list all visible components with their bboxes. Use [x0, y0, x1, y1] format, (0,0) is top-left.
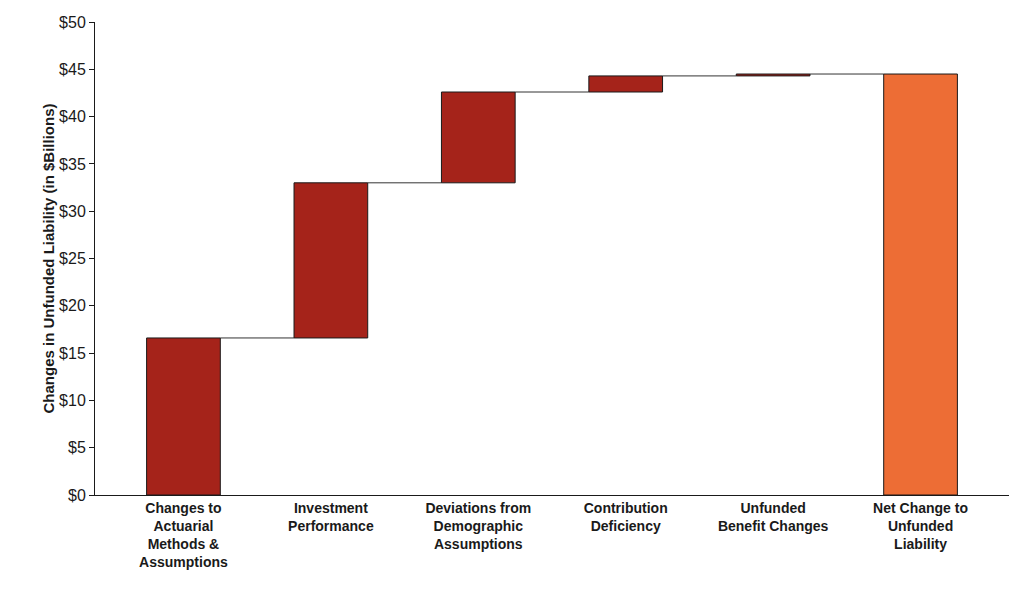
svg-text:$30: $30	[59, 203, 86, 220]
svg-text:Net Change toUnfundedLiability: Net Change toUnfundedLiability	[873, 500, 968, 552]
svg-text:$10: $10	[59, 392, 86, 409]
svg-text:$0: $0	[68, 487, 86, 504]
svg-text:$45: $45	[59, 61, 86, 78]
svg-text:Changes toActuarialMethods &As: Changes toActuarialMethods &Assumptions	[139, 500, 228, 571]
svg-text:$15: $15	[59, 345, 86, 362]
svg-text:$50: $50	[59, 14, 86, 31]
svg-text:$20: $20	[59, 297, 86, 314]
svg-text:ContributionDeficiency: ContributionDeficiency	[584, 500, 668, 534]
svg-text:Deviations fromDemographicAssu: Deviations fromDemographicAssumptions	[425, 500, 531, 552]
svg-text:$35: $35	[59, 156, 86, 173]
svg-text:UnfundedBenefit Changes: UnfundedBenefit Changes	[718, 500, 829, 534]
svg-text:Changes in Unfunded Liability: Changes in Unfunded Liability (in $Billi…	[40, 103, 57, 413]
svg-text:$5: $5	[68, 439, 86, 456]
svg-text:$40: $40	[59, 108, 86, 125]
svg-text:InvestmentPerformance: InvestmentPerformance	[288, 500, 374, 534]
svg-text:$25: $25	[59, 250, 86, 267]
